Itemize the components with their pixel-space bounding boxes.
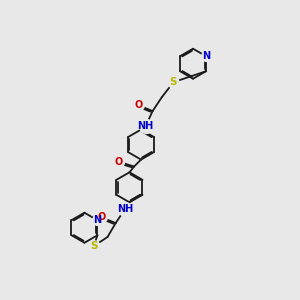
Text: O: O bbox=[115, 157, 123, 167]
Text: O: O bbox=[98, 212, 106, 222]
Text: S: S bbox=[169, 77, 177, 87]
Text: NH: NH bbox=[117, 204, 133, 214]
Text: S: S bbox=[90, 241, 98, 251]
Text: NH: NH bbox=[137, 121, 154, 131]
Text: O: O bbox=[135, 100, 143, 110]
Text: N: N bbox=[202, 51, 210, 61]
Text: N: N bbox=[93, 215, 101, 225]
